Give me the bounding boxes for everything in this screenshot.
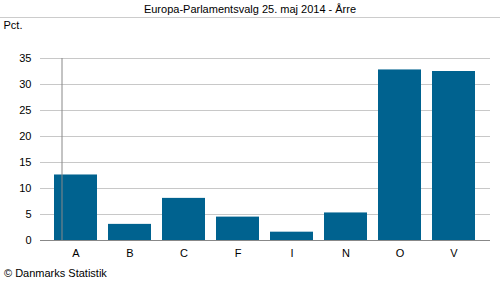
svg-text:I: I [290,247,293,259]
svg-text:35: 35 [19,52,31,64]
svg-text:5: 5 [25,208,31,220]
html-text:Europa-Parlamentsvalg 25. maj: Europa-Parlamentsvalg 25. maj 2014 - Årr… [143,3,357,15]
svg-text:A: A [72,247,80,259]
svg-text:C: C [180,247,188,259]
svg-text:V: V [450,247,458,259]
svg-text:0: 0 [25,234,31,246]
svg-text:15: 15 [19,156,31,168]
svg-text:N: N [342,247,350,259]
svg-text:25: 25 [19,104,31,116]
svg-text:B: B [126,247,133,259]
svg-text:30: 30 [19,78,31,90]
svg-text:10: 10 [19,182,31,194]
svg-text:20: 20 [19,130,31,142]
html-text:© Danmarks Statistik: © Danmarks Statistik [4,267,107,279]
svg-text:O: O [396,247,405,259]
svg-text:Pct.: Pct. [4,19,23,31]
svg-text:F: F [235,247,242,259]
